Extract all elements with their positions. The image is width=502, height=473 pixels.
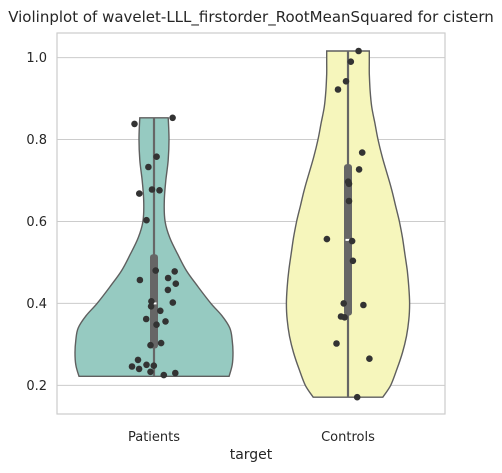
data-point: [157, 307, 164, 315]
data-point: [135, 365, 143, 373]
data-point: [145, 163, 152, 171]
data-point: [349, 257, 357, 265]
data-point: [348, 237, 356, 245]
data-point: [160, 371, 168, 379]
data-point: [157, 339, 165, 347]
data-point: [150, 362, 158, 370]
y-tick-label: 0.2: [26, 379, 47, 394]
data-point: [169, 114, 176, 122]
data-point: [340, 300, 348, 307]
chart-title: Violinplot of wavelet-LLL_firstorder_Roo…: [8, 8, 494, 27]
x-tick-label: Controls: [321, 430, 375, 445]
y-tick-label: 0.6: [26, 215, 47, 230]
data-point: [162, 318, 169, 325]
data-point: [172, 369, 179, 377]
data-point: [148, 186, 156, 193]
data-point: [345, 180, 353, 188]
data-point: [334, 86, 342, 93]
data-point: [172, 280, 180, 288]
data-point: [143, 216, 150, 224]
data-point: [333, 340, 340, 347]
data-point: [148, 298, 155, 305]
data-point: [152, 267, 159, 274]
data-point: [366, 355, 373, 363]
data-point: [164, 286, 172, 294]
data-point: [164, 274, 172, 282]
point-layer: [128, 47, 373, 401]
data-point: [147, 368, 154, 376]
data-point: [323, 235, 331, 243]
data-point: [358, 149, 366, 156]
x-tick-labels: Patients Controls: [128, 430, 375, 445]
data-point: [153, 153, 160, 160]
y-tick-label: 0.4: [26, 297, 47, 312]
data-point: [360, 301, 367, 309]
y-tick-labels: 0.2 0.4 0.6 0.8 1.0: [26, 51, 47, 394]
data-point: [147, 341, 154, 349]
data-point: [342, 78, 350, 85]
data-point: [142, 315, 150, 323]
x-tick-label: Patients: [128, 430, 180, 445]
data-point: [169, 299, 177, 306]
y-tick-label: 1.0: [26, 51, 47, 66]
violin-layer: [74, 50, 411, 398]
data-point: [341, 314, 348, 321]
plot-frame: [56, 32, 446, 415]
y-tick-label: 0.8: [26, 133, 47, 148]
data-point: [153, 321, 160, 329]
data-point: [147, 303, 155, 310]
x-axis-label: target: [230, 447, 273, 463]
data-point: [131, 120, 138, 128]
data-point: [143, 361, 150, 369]
data-point: [355, 166, 363, 173]
data-point: [156, 187, 163, 194]
data-point: [128, 363, 136, 370]
data-point: [134, 356, 142, 364]
data-point: [353, 393, 361, 401]
data-point: [136, 276, 144, 284]
data-point: [347, 58, 355, 65]
data-point: [136, 190, 143, 197]
data-point: [345, 197, 353, 205]
data-point: [171, 268, 178, 275]
data-point: [355, 47, 362, 55]
